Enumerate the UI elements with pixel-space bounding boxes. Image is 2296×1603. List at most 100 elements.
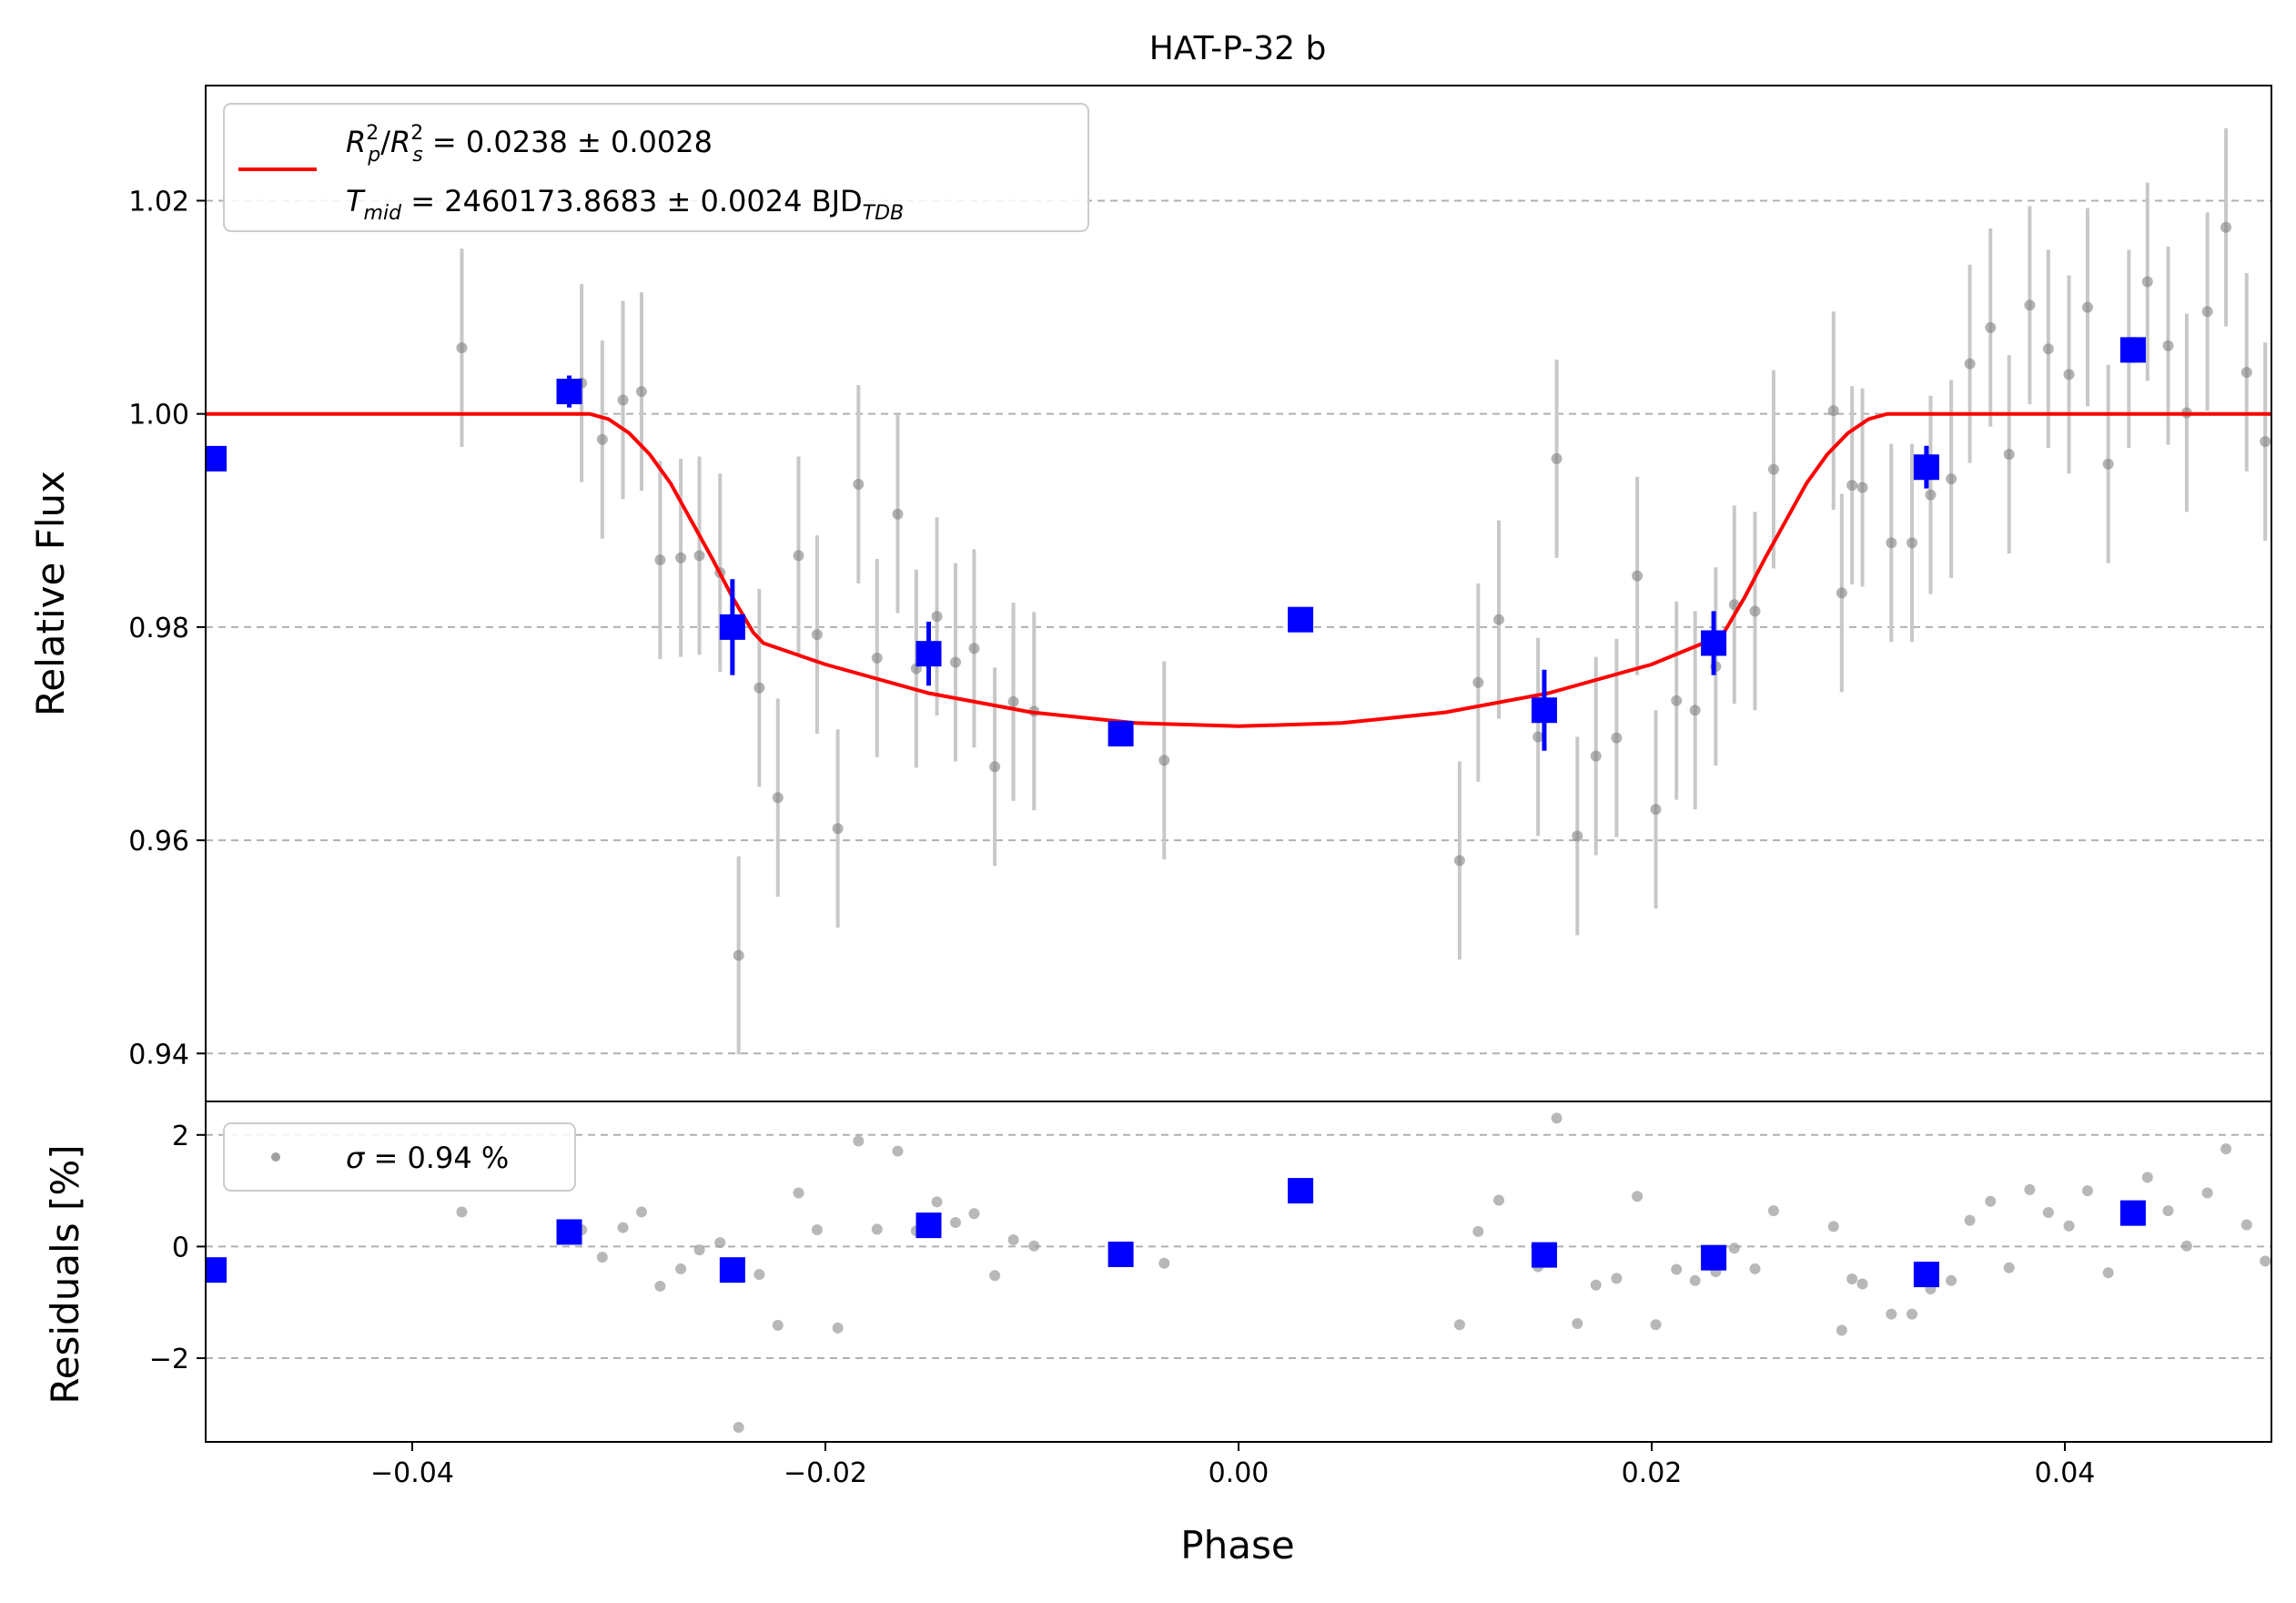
flux-data-point: [1632, 570, 1644, 582]
residual-data-point: [1572, 1318, 1583, 1330]
flux-data-point: [2201, 306, 2213, 318]
flux-data-point: [2063, 369, 2075, 380]
residuals-y-axis-title: Residuals [%]: [43, 1144, 87, 1404]
residual-data-point: [2260, 1255, 2271, 1267]
residual-data-point: [811, 1224, 823, 1236]
flux-data-point: [1946, 473, 1957, 485]
residual-data-point: [853, 1135, 865, 1147]
flux-binned-point: [1531, 697, 1557, 724]
residual-data-point: [693, 1244, 705, 1256]
flux-data-point: [1493, 614, 1505, 625]
residual-data-point: [1728, 1243, 1740, 1254]
flux-data-point: [635, 386, 647, 398]
flux-data-point: [654, 554, 666, 566]
flux-data-point: [1158, 755, 1170, 766]
legend-line-2: Tmid = 2460173.8683 ± 0.0024 BJDTDB: [346, 184, 904, 225]
residual-data-point: [832, 1322, 844, 1334]
flux-y-tick-label: 0.94: [128, 1039, 189, 1070]
flux-data-point: [1453, 855, 1465, 867]
residuals-y-tick-label: 2: [172, 1121, 189, 1152]
residual-data-point: [635, 1206, 647, 1218]
phase-x-tick-label: 0.00: [1209, 1457, 1269, 1489]
flux-data-point: [693, 550, 705, 562]
residual-data-point: [1590, 1279, 1602, 1291]
flux-data-point: [675, 552, 687, 563]
flux-data-point: [772, 792, 784, 804]
residuals-legend: σ = 0.94 %: [223, 1122, 576, 1192]
legend-line-1: R2 p/R2 s = 0.0238 ± 0.0028: [346, 122, 713, 167]
phase-x-tick-label: −0.02: [784, 1457, 867, 1489]
residual-data-point: [1493, 1194, 1505, 1206]
flux-panel: 0.94 0.96 0.98 1.00 1.02 Relative Flux R2 p/R…: [28, 85, 2272, 1102]
residuals-panel: −2 0 2 −0.04 −0.02 0.00 0.02 0.04 Residuals [%…: [43, 1101, 2272, 1567]
flux-data-point: [2220, 221, 2232, 233]
residual-binned-point: [2119, 1200, 2146, 1226]
flux-legend-box: [223, 103, 1089, 232]
flux-data-point: [2024, 299, 2036, 311]
flux-binned-point: [1701, 630, 1727, 656]
flux-y-tick-label: 0.98: [128, 613, 189, 644]
flux-data-point: [1551, 452, 1563, 464]
flux-y-tick-label: 1.00: [128, 400, 189, 431]
residual-data-point: [2162, 1205, 2174, 1217]
flux-data-point: [1767, 463, 1779, 475]
flux-data-point: [1472, 676, 1484, 688]
flux-binned-point: [1288, 606, 1314, 633]
residual-data-point: [2102, 1267, 2114, 1279]
flux-data-point: [853, 478, 865, 490]
flux-data-point: [1532, 731, 1544, 743]
residual-binned-point: [1288, 1178, 1314, 1204]
flux-data-point: [2260, 436, 2271, 448]
flux-binned-point: [915, 641, 942, 667]
flux-data-point: [1964, 358, 1976, 370]
residual-data-point: [989, 1270, 1001, 1282]
transit-model-curve: [206, 411, 2271, 728]
flux-data-point: [2141, 276, 2153, 288]
phase-x-tick-label: 0.02: [1622, 1457, 1683, 1489]
flux-y-axis-title: Relative Flux: [28, 471, 73, 716]
residuals-legend-box: [223, 1122, 576, 1192]
flux-data-point: [1886, 537, 1897, 549]
flux-data-point: [1590, 750, 1602, 762]
flux-data-point: [989, 761, 1001, 773]
residuals-y-tick-label: 0: [172, 1232, 189, 1263]
residual-data-point: [596, 1252, 608, 1263]
phase-x-axis-title: Phase: [1180, 1523, 1294, 1567]
phase-x-ticks: −0.04 −0.02 0.00 0.02 0.04: [370, 1442, 2095, 1489]
residual-data-point: [714, 1237, 726, 1249]
flux-data-point: [1846, 480, 1858, 492]
flux-binned-point: [556, 379, 582, 405]
residual-data-point: [1946, 1274, 1957, 1286]
flux-binned-point: [1108, 720, 1134, 746]
flux-data-point: [1572, 830, 1583, 842]
residual-data-point: [1472, 1225, 1484, 1237]
residuals-binned-points: [206, 1178, 2146, 1288]
residual-data-point: [456, 1206, 468, 1218]
residual-data-point: [1650, 1319, 1662, 1331]
residual-data-point: [968, 1208, 980, 1220]
legend-data-swatch: [271, 1152, 280, 1162]
residual-binned-point: [719, 1257, 745, 1283]
flux-data-point: [1985, 321, 1997, 333]
flux-data-point: [2162, 340, 2174, 351]
residual-data-point: [1007, 1234, 1019, 1246]
residuals-y-tick-label: −2: [149, 1344, 189, 1375]
residual-data-point: [654, 1280, 666, 1292]
residual-data-point: [1551, 1112, 1563, 1124]
flux-binned-point: [2119, 337, 2146, 363]
residual-data-point: [1886, 1308, 1897, 1320]
flux-data-point: [950, 656, 962, 668]
residual-binned-point: [915, 1212, 942, 1239]
residual-binned-point: [1108, 1241, 1134, 1267]
residual-data-point: [871, 1223, 883, 1235]
chart-title: HAT-P-32 b: [1149, 30, 1327, 67]
residual-data-point: [1611, 1273, 1623, 1284]
residual-data-point: [2141, 1172, 2153, 1183]
flux-y-ticks: 0.94 0.96 0.98 1.00 1.02: [128, 186, 206, 1070]
flux-data-point: [596, 433, 608, 445]
residual-binned-point: [1531, 1242, 1557, 1268]
flux-data-point: [733, 949, 744, 961]
residual-data-point: [617, 1222, 629, 1233]
flux-data-point: [1689, 705, 1701, 716]
flux-data-point: [832, 823, 844, 835]
